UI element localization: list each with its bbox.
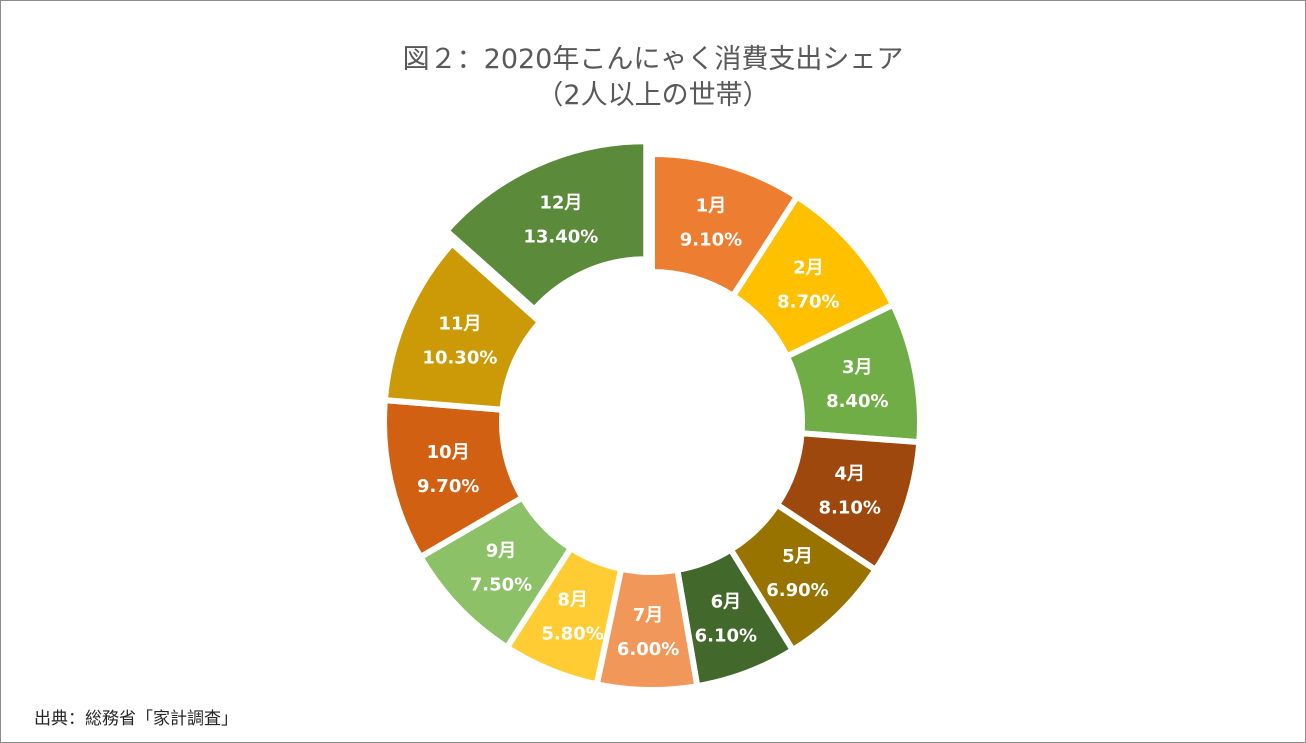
- slice-category-label: 10月: [427, 442, 470, 463]
- slice-category-label: 5月: [782, 546, 813, 567]
- slice-value-label: 13.40%: [523, 226, 598, 247]
- slice-value-label: 9.10%: [680, 229, 742, 250]
- slice-value-label: 7.50%: [470, 574, 532, 595]
- slice-value-label: 6.00%: [617, 639, 679, 660]
- chart-subtitle: （2人以上の世帯）: [536, 80, 770, 111]
- slice-category-label: 1月: [696, 195, 727, 216]
- slice-value-label: 8.10%: [819, 498, 881, 519]
- donut-labels: 1月 9.10% 2月 8.70% 3月 8.40% 4月 8.10% 5月 6.90% 6月 6.1…: [417, 192, 889, 659]
- source-note: 出典：総務省「家計調査」: [34, 709, 238, 729]
- slice-value-label: 10.30%: [422, 348, 497, 369]
- slice-category-label: 2月: [793, 257, 824, 278]
- chart-title: 図２：2020年こんにゃく消費支出シェア: [402, 44, 904, 75]
- slice-value-label: 6.10%: [695, 626, 757, 647]
- donut-slice-11: [381, 239, 545, 413]
- slice-category-label: 12月: [539, 192, 582, 213]
- slice-category-label: 7月: [633, 605, 664, 626]
- donut-slices: [381, 138, 923, 693]
- slice-category-label: 9月: [486, 540, 517, 561]
- slice-value-label: 9.70%: [417, 476, 479, 497]
- slice-category-label: 3月: [842, 357, 873, 378]
- slice-value-label: 5.80%: [541, 623, 603, 644]
- slice-category-label: 6月: [711, 592, 742, 613]
- donut-slice-12: [442, 138, 650, 314]
- slice-value-label: 8.70%: [777, 291, 839, 312]
- slice-value-label: 6.90%: [766, 580, 828, 601]
- slice-value-label: 8.40%: [826, 391, 888, 412]
- slice-category-label: 11月: [438, 314, 481, 335]
- slice-category-label: 8月: [557, 589, 588, 610]
- slice-category-label: 4月: [834, 464, 865, 485]
